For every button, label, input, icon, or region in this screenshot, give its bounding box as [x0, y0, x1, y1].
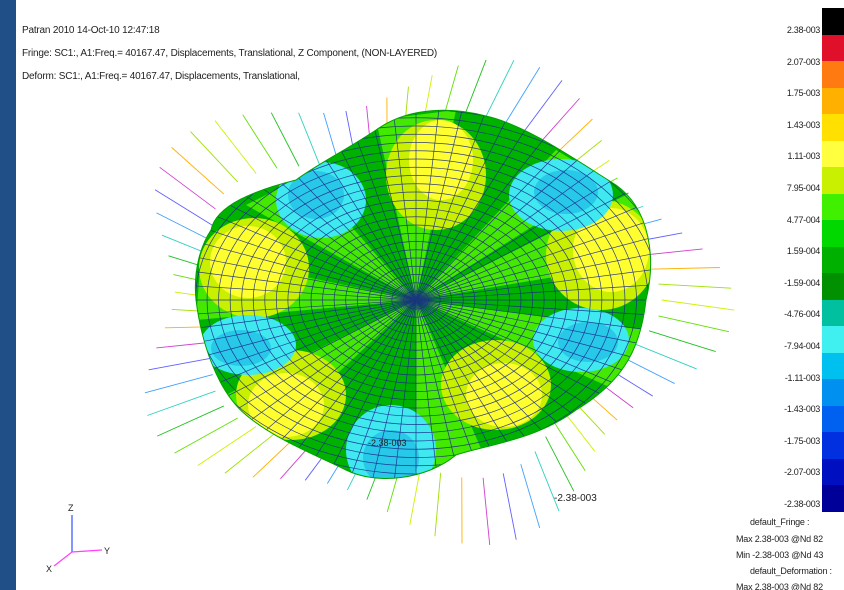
deformation-vector: [144, 374, 213, 394]
deformation-vector: [502, 66, 541, 127]
deformation-vector: [171, 147, 225, 195]
fringe-title: default_Fringe :: [750, 517, 810, 527]
deformation-vector: [434, 472, 442, 537]
deformation-vector: [553, 420, 586, 471]
title-line-deform: Deform: SC1:, A1:Freq.= 40167.47, Displa…: [22, 71, 300, 82]
triad-z-label: Z: [68, 503, 74, 513]
deformation-vector: [156, 212, 215, 243]
deformation-vector: [197, 426, 257, 466]
deformation-vector: [482, 60, 515, 123]
graphics-viewport[interactable]: Patran 2010 14-Oct-10 12:47:18 Fringe: S…: [16, 0, 844, 590]
deformation-vector: [661, 299, 735, 311]
title-line-fringe: Fringe: SC1:, A1:Freq.= 40167.47, Displa…: [22, 48, 438, 59]
deformation-vector: [482, 477, 491, 545]
deform-max: Max 2.38-003 @Nd 82: [736, 582, 823, 590]
deformation-vector: [190, 131, 239, 183]
fringe-surface: [195, 110, 651, 479]
deformation-vector: [545, 436, 575, 492]
deformation-vector: [649, 267, 720, 270]
fringe-min: Min -2.38-003 @Nd 43: [736, 550, 824, 560]
deformation-vector: [534, 451, 560, 512]
deformation-vector: [520, 80, 563, 137]
deformation-vector: [148, 357, 215, 371]
deformation-vector: [634, 343, 697, 370]
deformation-vector: [298, 112, 321, 166]
deformation-vector: [409, 464, 422, 525]
coordinate-triad: [53, 515, 103, 567]
deformation-vector: [147, 390, 216, 416]
triad-x-label: X: [46, 564, 53, 574]
deformation-vector: [502, 473, 517, 540]
deformation-vector: [658, 315, 730, 333]
deformed-plate-model: [53, 59, 735, 567]
deformation-vector: [270, 112, 300, 167]
deformation-vector: [648, 330, 716, 353]
title-line-date: Patran 2010 14-Oct-10 12:47:18: [22, 25, 160, 36]
min-node-label: -2.38-003: [368, 438, 407, 448]
deformation-vector: [658, 283, 732, 289]
deformation-vector: [520, 464, 541, 529]
deformation-vector: [174, 417, 238, 454]
triad-y-label: Y: [104, 546, 111, 556]
deformation-vector: [157, 405, 225, 437]
deformation-vector: [154, 189, 213, 226]
fringe-max: Max 2.38-003 @Nd 82: [736, 534, 823, 544]
deformation-vector: [242, 114, 278, 169]
deformation-vector: [224, 431, 278, 474]
deformation-vector: [214, 120, 257, 174]
deformation-vector: [159, 166, 216, 210]
deform-title: default_Deformation :: [750, 566, 832, 576]
max-node-label: -2.38-003: [554, 493, 597, 504]
